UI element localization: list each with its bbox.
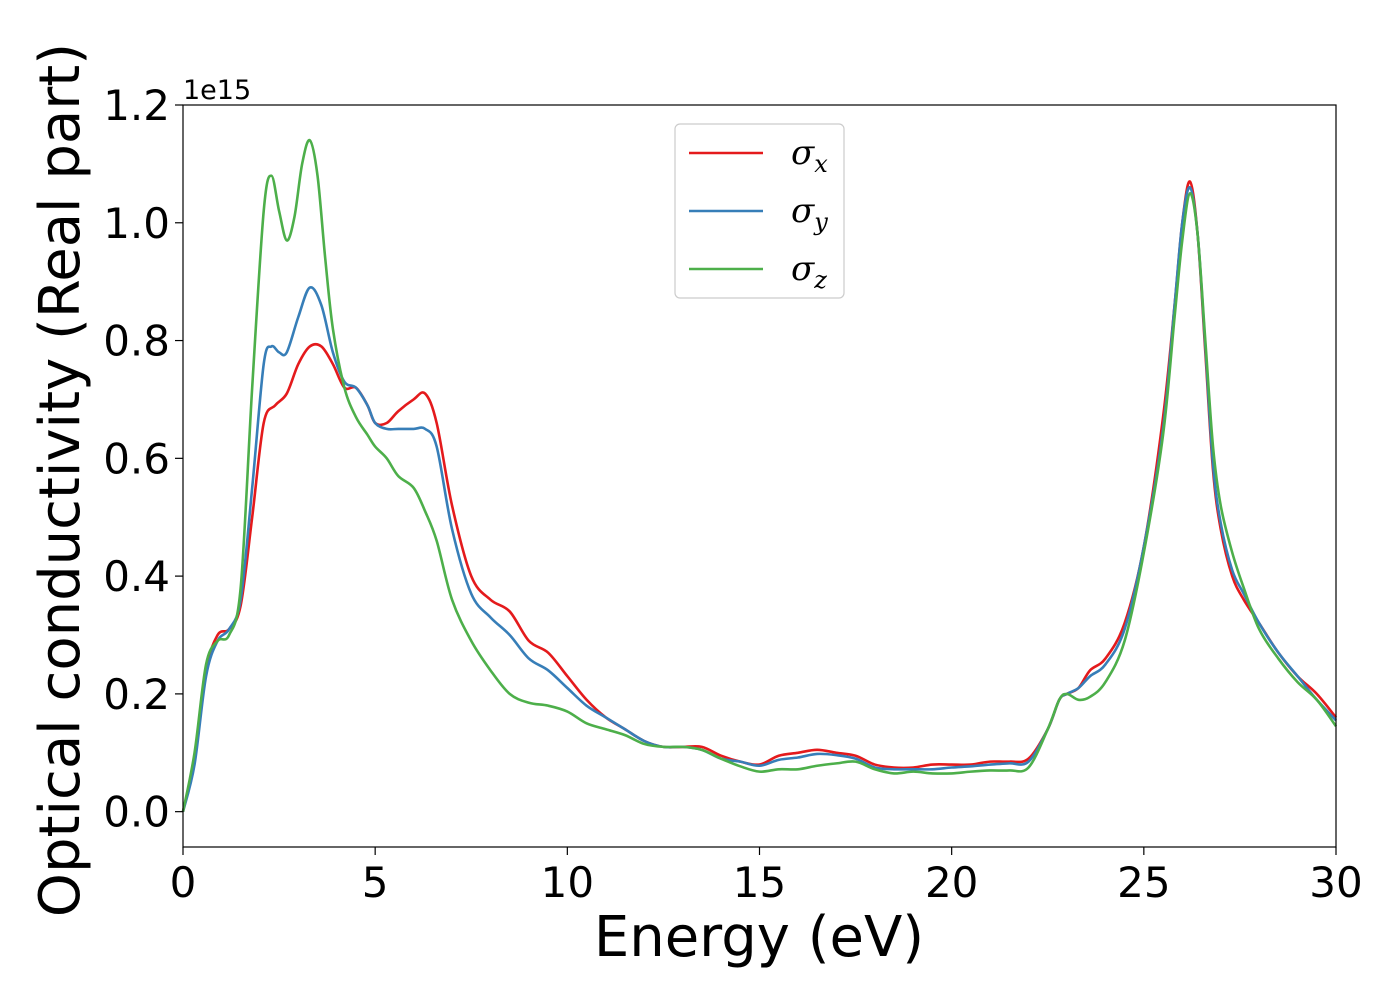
y-tick-label: 1.2	[103, 81, 170, 130]
x-axis-ticks: 0 5 10 15 20 25 30	[170, 847, 1363, 907]
x-axis-title: Energy (eV)	[594, 905, 924, 970]
y-tick-label: 0.6	[103, 434, 170, 483]
y-axis-title: Optical conductivity (Real part)	[28, 43, 93, 917]
y-tick-label: 0.0	[103, 788, 170, 837]
y-tick-label: 0.4	[103, 552, 170, 601]
y-tick-label: 0.8	[103, 317, 170, 366]
y-offset-label: 1e15	[183, 75, 251, 106]
x-tick-label: 5	[362, 858, 389, 907]
x-tick-label: 30	[1309, 858, 1362, 907]
series-line-z	[181, 138, 1338, 812]
y-axis-ticks: 0.0 0.2 0.4 0.6 0.8 1.0 1.2	[103, 81, 183, 837]
x-tick-label: 0	[170, 858, 197, 907]
series-line-y	[181, 186, 1337, 812]
x-tick-label: 10	[541, 858, 594, 907]
legend: σx σy σz	[674, 123, 845, 299]
series-layer	[181, 138, 1338, 812]
legend-label-z: σz	[791, 249, 827, 294]
y-tick-label: 1.0	[103, 199, 170, 248]
y-tick-label: 0.2	[103, 670, 170, 719]
x-tick-label: 25	[1117, 858, 1170, 907]
x-tick-label: 20	[925, 858, 978, 907]
legend-label-y: σy	[791, 191, 828, 236]
legend-label-x: σx	[791, 133, 828, 178]
x-tick-label: 15	[733, 858, 786, 907]
